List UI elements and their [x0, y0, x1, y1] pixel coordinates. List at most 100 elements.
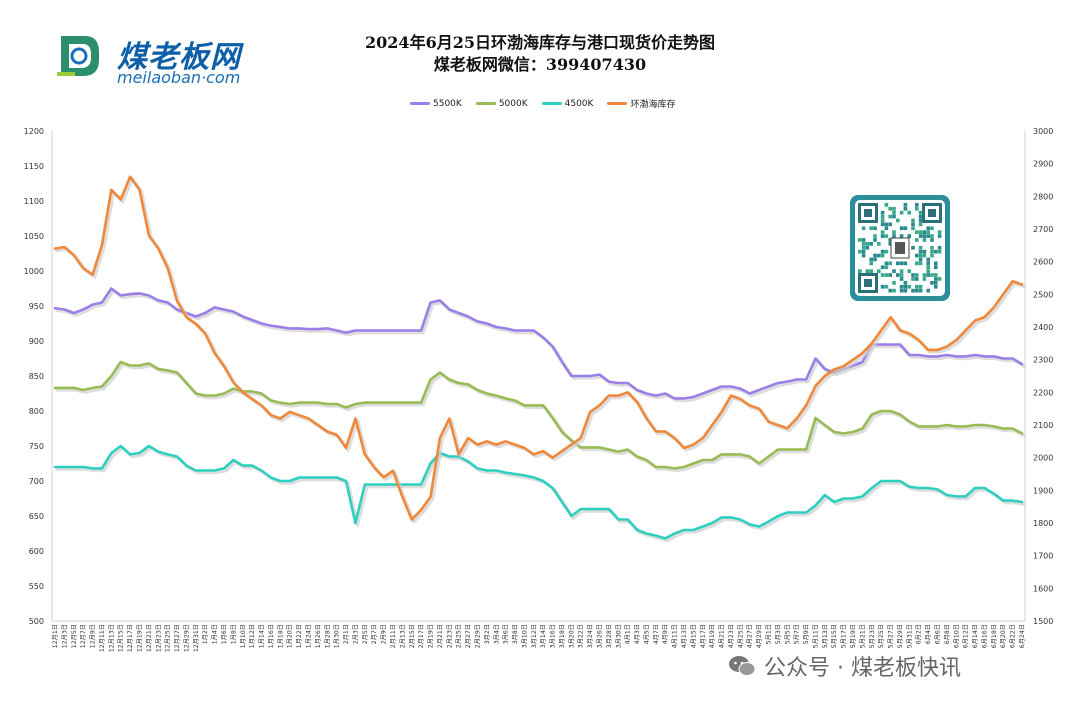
x-tick-label: 3月20日 [568, 624, 575, 648]
qr-module [873, 257, 877, 262]
qr-module [937, 249, 942, 254]
qr-module [918, 245, 923, 250]
legend-label-5500k: 5500K [433, 98, 462, 109]
x-tick-label: 5月15日 [831, 624, 838, 648]
qr-module [858, 249, 862, 254]
qr-module [907, 234, 911, 238]
qr-module [865, 242, 870, 246]
qr-module [899, 226, 904, 231]
qr-module [888, 214, 892, 219]
qr-module [911, 277, 915, 281]
qr-module [888, 261, 892, 266]
qr-module [884, 203, 889, 207]
logo-brand-text: 煤老板网 [117, 40, 241, 75]
qr-module [934, 273, 938, 277]
qr-module [880, 234, 885, 238]
qr-module [918, 284, 923, 289]
x-tick-label: 1月30日 [334, 624, 341, 648]
qr-module [861, 253, 866, 258]
x-tick-label: 2月13日 [399, 624, 406, 648]
qr-module [926, 265, 930, 270]
x-tick-label: 5月5日 [784, 624, 791, 644]
x-tick-label: 4月5日 [643, 624, 650, 644]
x-tick-label: 6月8日 [944, 624, 951, 644]
x-tick-label: 5月23日 [869, 624, 876, 648]
qr-module [907, 269, 911, 273]
x-tick-label: 5月31日 [906, 624, 913, 648]
qr-module [922, 238, 927, 242]
x-tick-label: 1月12日 [249, 624, 256, 648]
legend-swatch-4500k [541, 102, 562, 105]
qr-module [918, 253, 923, 258]
x-tick-label: 5月29日 [897, 624, 904, 648]
x-tick-label: 4月21日 [719, 624, 726, 648]
qr-module [922, 273, 927, 277]
x-tick-label: 3月30日 [615, 624, 622, 648]
qr-module [918, 249, 923, 254]
qr-module [911, 222, 915, 227]
qr-module [899, 261, 904, 266]
x-tick-label: 4月11日 [672, 624, 679, 648]
x-tick-label: 6月2日 [916, 624, 923, 644]
x-tick-label: 2月9日 [381, 624, 388, 644]
x-tick-label: 5月21日 [859, 624, 866, 648]
qr-module [930, 234, 934, 238]
legend-item-4500k: 4500K [541, 99, 593, 109]
qr-module [873, 253, 877, 258]
series-line-0 [53, 287, 1024, 400]
x-tick-label: 6月10日 [953, 624, 960, 648]
x-tick-label: 1月8日 [230, 624, 237, 644]
x-tick-label: 5月19日 [850, 624, 857, 648]
qr-module [873, 238, 877, 242]
qr-module [930, 253, 934, 258]
x-tick-label: 12月17日 [127, 624, 134, 652]
x-tick-label: 4月27日 [747, 624, 754, 648]
x-tick-label: 1月20日 [287, 624, 294, 648]
qr-module [918, 214, 923, 219]
y-right-tick-label: 2500 [1033, 290, 1053, 299]
x-tick-label: 4月13日 [681, 624, 688, 648]
chart-title-line2: 煤老板网微信：399407430 [433, 55, 647, 74]
y-right-tick-label: 2800 [1033, 192, 1053, 201]
qr-module [922, 249, 927, 254]
x-tick-label: 12月9日 [90, 624, 97, 648]
qr-module [877, 253, 881, 258]
x-tick-label: 3月22日 [578, 624, 585, 648]
qr-module [911, 273, 915, 277]
x-tick-label: 6月12日 [963, 624, 970, 648]
qr-module [892, 210, 896, 215]
chart-title-line1: 2024年6月25日环渤海库存与港口现货价走势图 [365, 33, 715, 52]
qr-module [918, 257, 923, 262]
logo-domain-text: meilaoban·com [117, 68, 241, 87]
qr-module [937, 234, 942, 238]
x-tick-label: 5月17日 [841, 624, 848, 648]
x-tick-label: 6月24日 [1019, 624, 1026, 648]
y-right-tick-label: 1500 [1033, 617, 1053, 626]
y-left-tick-label: 500 [29, 617, 44, 626]
x-tick-label: 2月5日 [362, 624, 369, 644]
qr-finder-tl-core [864, 209, 872, 217]
qr-module [858, 269, 862, 273]
y-left-tick-label: 800 [29, 407, 44, 416]
qr-module [937, 230, 942, 234]
x-tick-label: 5月9日 [803, 624, 810, 644]
qr-module [861, 238, 866, 242]
qr-module [892, 230, 896, 234]
y-left-tick-label: 650 [29, 512, 44, 521]
x-tick-label: 1月10日 [240, 624, 247, 648]
qr-module [899, 284, 904, 289]
qr-module [907, 210, 911, 215]
qr-module [915, 284, 919, 289]
x-tick-label: 1月6日 [221, 624, 228, 644]
qr-module [861, 226, 866, 231]
x-tick-label: 2月29日 [474, 624, 481, 648]
y-left-tick-label: 950 [29, 302, 44, 311]
qr-module [918, 218, 923, 223]
qr-module [930, 226, 934, 231]
qr-module [911, 245, 915, 250]
qr-module [884, 249, 889, 254]
qr-module [899, 277, 904, 281]
series-shadow-1 [55, 362, 1026, 473]
qr-module [861, 245, 866, 250]
y-right-tick-label: 2700 [1033, 225, 1053, 234]
